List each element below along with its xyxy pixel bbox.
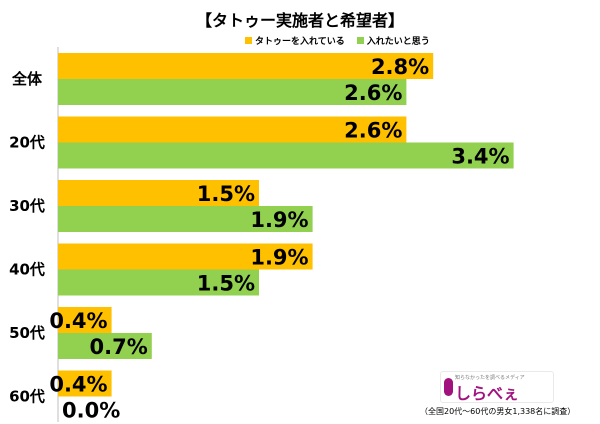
data-label: 0.4%: [49, 309, 107, 333]
chart-title: 【タトゥー実施者と希望者】: [195, 11, 404, 30]
legend: タトゥーを入れている 入れたいと思う: [245, 34, 442, 47]
logo-mark-icon: [444, 378, 453, 396]
bar: [58, 79, 407, 105]
data-label: 0.0%: [62, 399, 120, 423]
bar: [58, 243, 313, 270]
data-label: 2.6%: [344, 81, 402, 105]
legend-item-want: 入れたいと思う: [356, 34, 430, 47]
bar: [58, 269, 259, 296]
bar: [58, 180, 259, 206]
bar: [58, 116, 407, 143]
data-label: 1.9%: [250, 208, 308, 232]
logo: 知らなかったを調べるメディア しらべぇ: [440, 371, 554, 403]
bar: [58, 333, 152, 359]
logo-brand: しらべぇ: [455, 384, 520, 403]
category-label: 20代: [9, 134, 45, 152]
data-label: 0.4%: [49, 373, 107, 397]
data-label: 2.8%: [371, 55, 429, 79]
data-label: 3.4%: [451, 145, 509, 169]
data-label: 1.5%: [197, 182, 255, 206]
legend-label-want: 入れたいと思う: [366, 37, 430, 47]
category-label: 40代: [9, 261, 45, 279]
data-label: 1.9%: [250, 246, 308, 270]
data-label: 2.6%: [344, 119, 402, 143]
category-label: 全体: [11, 70, 43, 88]
category-label: 30代: [9, 197, 45, 215]
category-label: 50代: [9, 324, 45, 342]
legend-swatch-want: [356, 37, 364, 44]
footnote: （全国20代～60代の男女1,338名に調査）: [420, 407, 576, 416]
data-label: 1.5%: [197, 272, 255, 296]
legend-label-tattooed: タトゥーを入れている: [255, 37, 345, 47]
bar: [58, 53, 434, 79]
bar: [58, 370, 112, 397]
data-label: 0.7%: [90, 335, 148, 359]
legend-item-tattooed: タトゥーを入れている: [245, 34, 345, 47]
logo-tagline: 知らなかったを調べるメディア: [455, 375, 525, 381]
legend-swatch-tattooed: [245, 37, 252, 44]
bar: [58, 142, 514, 169]
category-label: 60代: [9, 388, 45, 406]
bar: [58, 206, 313, 232]
bar: [58, 307, 112, 333]
